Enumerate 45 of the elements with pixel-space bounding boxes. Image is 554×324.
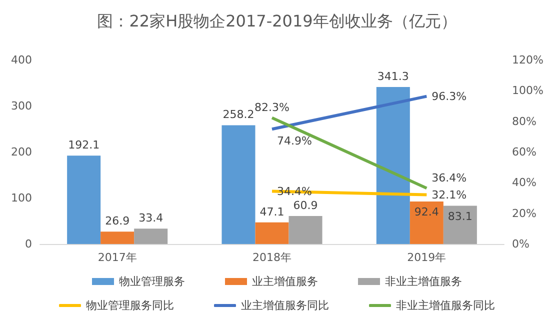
data-label: 32.1% xyxy=(432,188,467,202)
data-label: 74.9% xyxy=(277,134,312,148)
data-label: 92.4 xyxy=(414,205,439,218)
data-label: 96.3% xyxy=(432,90,467,103)
y2-tick-label: 40% xyxy=(512,176,536,190)
data-label: 341.3 xyxy=(377,70,409,83)
data-label: 83.1 xyxy=(448,210,472,223)
y2-tick-label: 100% xyxy=(512,84,544,98)
y2-tick-label: 0% xyxy=(512,238,530,250)
legend-label: 业主增值服务 xyxy=(252,275,318,288)
y2-tick-label: 120% xyxy=(512,54,544,66)
x-tick-label: 2018年 xyxy=(252,251,292,264)
x-tick-label: 2019年 xyxy=(407,251,446,264)
legend-label: 非业主增值服务 xyxy=(385,275,462,288)
data-label: 36.4% xyxy=(432,172,467,185)
y-tick-label: 400 xyxy=(11,54,32,66)
legend-label: 非业主增值服务同比 xyxy=(396,299,495,312)
y2-tick-label: 80% xyxy=(512,114,536,128)
legend-label: 物业管理服务 xyxy=(119,275,185,288)
bar xyxy=(222,125,256,244)
y-tick-label: 100 xyxy=(11,192,32,204)
y-tick-label: 0 xyxy=(25,238,32,250)
x-tick-label: 2017年 xyxy=(98,251,137,264)
y2-tick-label: 60% xyxy=(512,146,536,158)
y2-tick-label: 20% xyxy=(512,206,536,220)
bar xyxy=(288,216,322,244)
bar xyxy=(410,201,444,244)
y-tick-label: 200 xyxy=(11,146,32,158)
chart-title: 图：22家H股物企2017-2019年创收业务（亿元） xyxy=(97,12,457,30)
data-label: 33.4 xyxy=(138,212,164,225)
data-label: 82.3% xyxy=(254,100,290,114)
bar xyxy=(376,87,410,244)
data-label: 258.2 xyxy=(222,108,254,122)
bar xyxy=(443,206,477,244)
bar xyxy=(100,232,134,244)
bar xyxy=(134,228,168,244)
legend-label: 业主增值服务同比 xyxy=(241,299,329,312)
legend-label: 物业管理服务同比 xyxy=(86,299,174,312)
data-label: 26.9 xyxy=(105,214,130,228)
bar xyxy=(67,156,101,244)
data-label: 60.9 xyxy=(293,198,318,212)
y-tick-label: 300 xyxy=(11,100,32,112)
bar xyxy=(255,222,289,244)
data-label: 192.1 xyxy=(68,138,100,152)
data-label: 47.1 xyxy=(260,205,284,218)
